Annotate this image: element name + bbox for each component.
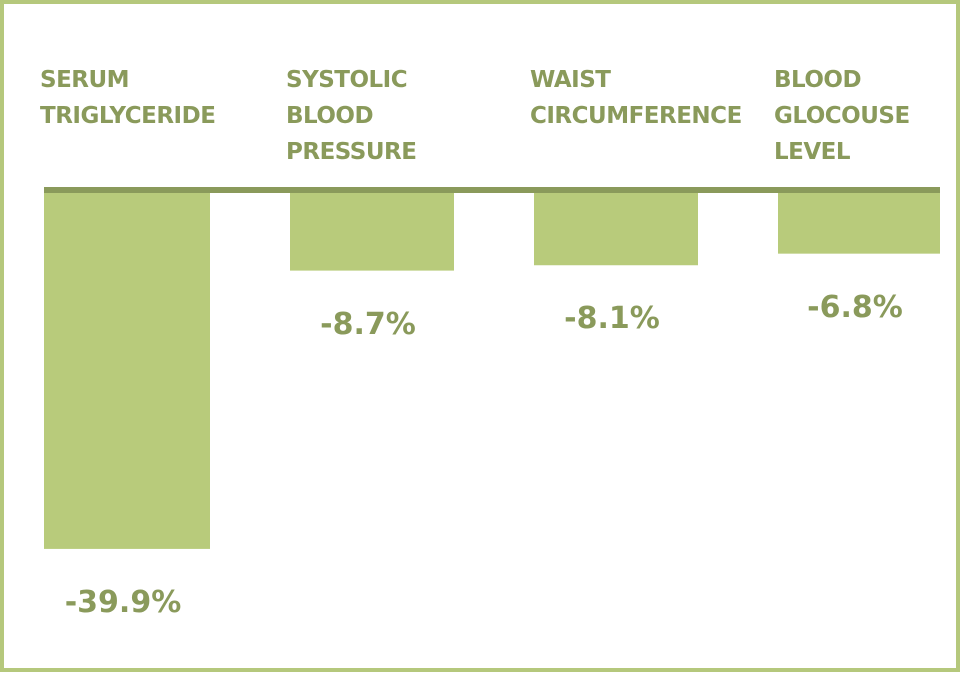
category-label: WAIST CIRCUMFERENCE [530,67,742,129]
value-label: -8.7% [320,306,416,342]
baseline [44,187,940,193]
value-label: -6.8% [807,289,903,325]
value-label: -39.9% [64,584,182,620]
bar [534,193,698,266]
chart [44,187,940,549]
category-label: SYSTOLIC BLOOD PRESSURE [286,67,417,165]
category-label: SERUM TRIGLYCERIDE [40,67,216,129]
bar [290,193,454,271]
category-label: BLOOD GLOCOUSE LEVEL [774,67,910,165]
bar [778,193,940,254]
bar [44,193,210,549]
value-label: -8.1% [564,301,660,337]
